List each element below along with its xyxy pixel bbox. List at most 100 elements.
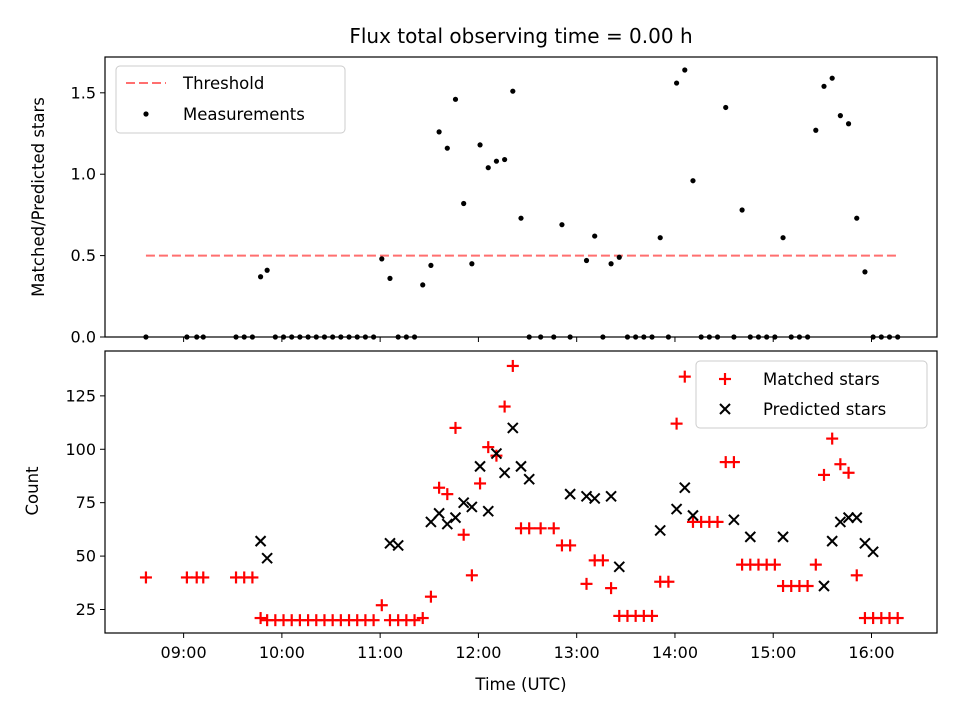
predicted-star-point [826, 535, 838, 547]
matched-star-point [850, 569, 863, 582]
predicted-star-x-b [254, 535, 267, 547]
matched-star-point [246, 571, 259, 584]
bottom-x-tick-label: 14:00 [652, 643, 698, 662]
matched-star-point [506, 359, 519, 372]
predicted-star-point [433, 507, 445, 520]
matched-star-point [580, 577, 593, 590]
predicted-star-point [679, 482, 691, 494]
matched-star-point [596, 554, 609, 567]
measurement-point [837, 113, 843, 119]
predicted-stars-legend-label: Predicted stars [763, 400, 886, 419]
matched-star-point [842, 466, 855, 479]
top-y-tick-label: 1.5 [71, 83, 96, 102]
measurement-point [862, 269, 868, 275]
measurement-point [780, 235, 786, 241]
predicted-star-x-b [261, 552, 273, 564]
predicted-star-point [654, 524, 666, 537]
predicted-star-x-b [679, 482, 691, 494]
predicted-star-x-b [433, 507, 445, 520]
predicted-star-point [261, 552, 273, 564]
bottom-x-tick-label: 10:00 [259, 643, 305, 662]
predicted-star-point [867, 546, 879, 558]
bottom-y-tick-label: 100 [65, 440, 96, 459]
measurement-point [821, 83, 827, 89]
measurement-points [143, 67, 901, 340]
measurement-point [493, 158, 500, 164]
matched-star-point [564, 539, 577, 552]
matched-star-point [424, 590, 437, 603]
measurement-point [420, 282, 426, 288]
matched-star-point [711, 515, 724, 528]
predicted-star-point [474, 460, 486, 473]
predicted-star-x-b [851, 511, 863, 524]
matched-star-point [367, 614, 380, 627]
matched-star-point [801, 580, 814, 592]
predicted-star-point [859, 537, 871, 549]
bottom-x-tick-label: 16:00 [848, 643, 894, 662]
predicted-star-x-b [392, 539, 404, 552]
measurement-point [444, 145, 450, 151]
predicted-star-point [425, 516, 437, 528]
matched-star-point [416, 612, 429, 625]
matched-star-point [826, 432, 839, 445]
matched-star-point [498, 400, 511, 413]
matched-star-point [834, 458, 847, 471]
measurement-point [657, 235, 663, 241]
measurement-point [461, 200, 467, 207]
matched-star-point [523, 522, 536, 535]
bottom-legend-box [695, 360, 928, 429]
predicted-star-point [851, 511, 863, 524]
bottom-y-tick-label: 50 [76, 547, 96, 566]
predicted-star-x-b [498, 467, 511, 479]
predicted-star-point [564, 488, 576, 500]
matched-star-point [490, 449, 503, 462]
bottom-y-tick-label: 75 [76, 493, 96, 512]
predicted-star-point [687, 509, 699, 522]
predicted-star-x-b [670, 503, 683, 515]
predicted-star-point [254, 535, 267, 547]
predicted-star-x-b [613, 561, 625, 573]
measurement-point [257, 274, 264, 280]
measurement-point [673, 80, 680, 86]
predicted-star-x-b [687, 509, 699, 522]
matched-star-point [662, 575, 675, 588]
bottom-y-tick-label: 125 [65, 386, 96, 405]
measurement-point [608, 261, 614, 267]
matched-star-point [375, 599, 388, 612]
bottom-chart-legend: Matched stars Predicted stars [695, 360, 928, 429]
predicted-star-point [744, 531, 756, 543]
measurement-point [854, 215, 860, 221]
predicted-star-x-b [867, 546, 879, 558]
top-chart-panel: Flux total observing time = 0.00 h Match… [29, 24, 938, 347]
predicted-star-point [834, 516, 847, 528]
predicted-stars-legend-swatch [719, 403, 731, 415]
matched-star-point [197, 571, 210, 584]
measurement-point [723, 104, 729, 111]
measurement-point [690, 178, 696, 184]
predicted-star-x-b [384, 537, 396, 549]
predicted-star-x-b [515, 460, 527, 473]
bottom-x-tick-label: 12:00 [455, 643, 501, 662]
top-y-tick-label: 1.0 [71, 165, 96, 184]
threshold-legend-label: Threshold [182, 74, 264, 93]
matched-stars-legend-swatch [719, 373, 731, 385]
measurement-point [510, 88, 516, 94]
matched-star-point [809, 558, 822, 571]
matched-star-point [254, 612, 267, 625]
bottom-chart-frame [104, 350, 938, 634]
measurement-point [428, 262, 434, 268]
matched-star-point [457, 528, 470, 541]
predicted-star-point [449, 511, 462, 524]
matched-star-point [474, 477, 487, 490]
bottom-chart-y-ticks: 25 50 75 100 125 [65, 386, 105, 619]
predicted-star-point [523, 473, 535, 485]
measurement-point [502, 156, 508, 163]
predicted-star-x-b [482, 505, 494, 517]
predicted-star-point [507, 422, 519, 434]
predicted-star-x-b [490, 447, 503, 460]
predicted-star-x-b [466, 501, 478, 513]
measurement-point [379, 256, 385, 262]
matched-star-point [547, 522, 560, 535]
predicted-star-x-b [580, 490, 593, 502]
